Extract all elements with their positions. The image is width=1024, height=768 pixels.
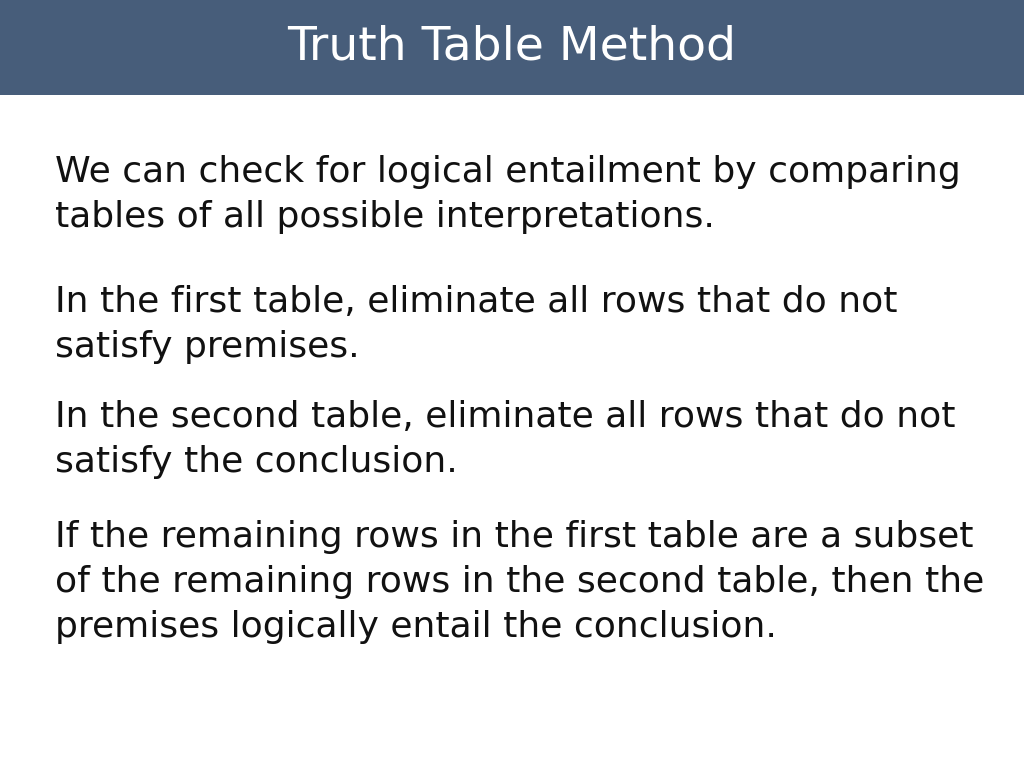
Text: In the first table, eliminate all rows that do not
satisfy premises.: In the first table, eliminate all rows t…: [55, 285, 897, 364]
Bar: [0, 0, 1024, 95]
Text: We can check for logical entailment by comparing
tables of all possible interpre: We can check for logical entailment by c…: [55, 155, 961, 233]
Text: Truth Table Method: Truth Table Method: [288, 25, 736, 70]
Text: In the second table, eliminate all rows that do not
satisfy the conclusion.: In the second table, eliminate all rows …: [55, 400, 955, 478]
Text: If the remaining rows in the first table are a subset
of the remaining rows in t: If the remaining rows in the first table…: [55, 520, 984, 644]
